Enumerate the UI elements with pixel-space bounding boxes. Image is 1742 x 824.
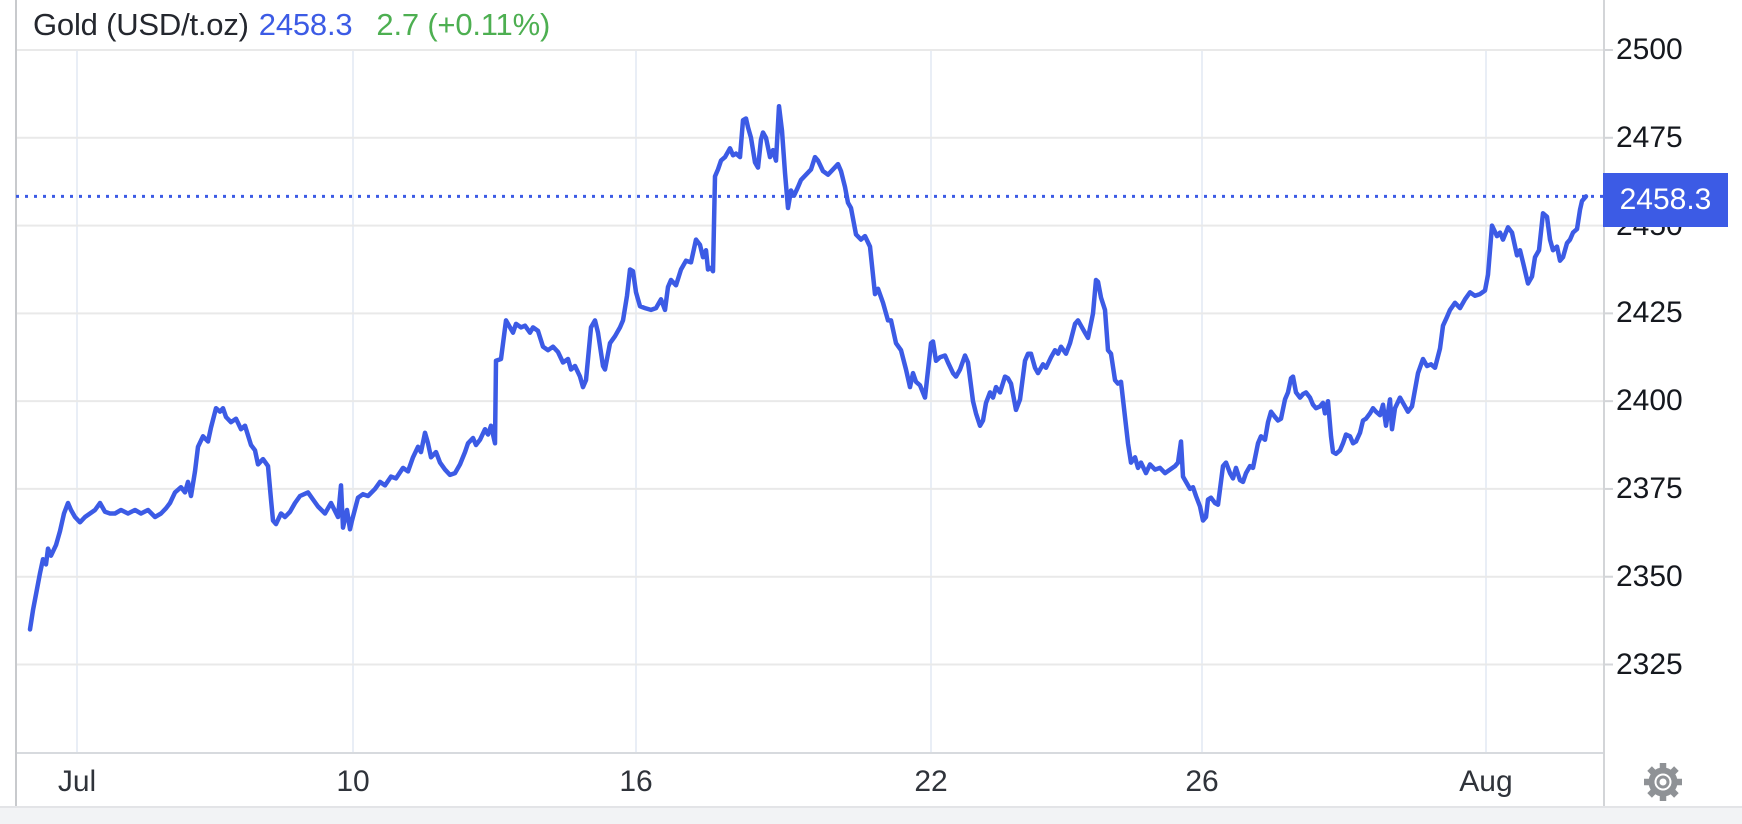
x-axis-label: 26 [1185, 765, 1219, 798]
y-axis-label: 2325 [1616, 647, 1683, 681]
current-price-badge: 2458.3 [1603, 173, 1728, 227]
last-price-value: 2458.3 [258, 7, 353, 42]
x-axis-label: 10 [336, 765, 370, 798]
y-axis-label: 2500 [1616, 33, 1683, 66]
y-axis-label: 2475 [1616, 120, 1683, 154]
y-axis-label: 2425 [1616, 296, 1683, 330]
y-axis-label: 2375 [1616, 471, 1683, 505]
y-axis-label: 2350 [1616, 559, 1683, 593]
settings-gear-icon[interactable] [1642, 761, 1684, 803]
x-axis-label: Jul [57, 765, 97, 798]
price-line-series [27, 103, 1589, 632]
chart-header: Gold (USD/t.oz) 2458.3 2.7 (+0.11%) [33, 7, 550, 43]
instrument-title: Gold (USD/t.oz) [33, 7, 249, 42]
price-change-value: 2.7 (+0.11%) [376, 7, 551, 42]
x-axis-label: Aug [1459, 765, 1513, 798]
x-axis-label: 16 [619, 765, 653, 798]
y-axis-label: 2400 [1616, 384, 1683, 418]
bottom-scrollbar-track[interactable] [0, 806, 1742, 824]
x-axis-label: 22 [914, 765, 948, 798]
